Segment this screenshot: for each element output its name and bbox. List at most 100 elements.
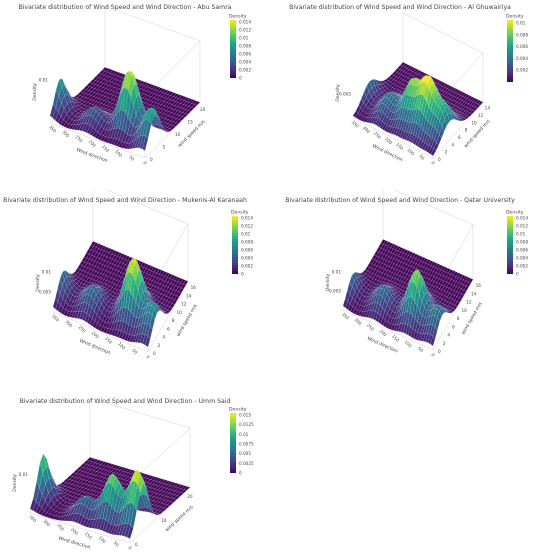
colorbar-tick-label: 0.002	[239, 68, 251, 73]
y-axis-label: wind speed m/s	[463, 118, 492, 149]
colorbar-tick-label: 0.0075	[239, 441, 254, 446]
colorbar-tick-label: 0.012	[239, 28, 251, 33]
colorbar-tick-label: 0.012	[241, 224, 253, 229]
x-tick-label: 250	[56, 523, 65, 532]
y-tick-label: 20	[187, 494, 193, 499]
y-tick-label: 12	[478, 113, 484, 118]
colorbar-tick-label: 0.012	[516, 224, 528, 229]
y-tick-label: 0	[438, 157, 441, 162]
x-tick-label: 250	[373, 131, 382, 140]
x-tick-label: 0	[142, 160, 148, 166]
colorbar-tick-label: 0	[239, 76, 242, 81]
colorbar-gradient	[507, 216, 513, 274]
colorbar-gradient	[507, 20, 513, 82]
colorbar-tick-label: 0.014	[516, 216, 528, 221]
y-tick-label: 0	[438, 349, 441, 354]
x-tick-label: 150	[101, 144, 110, 153]
y-tick-label: 12	[181, 302, 187, 307]
surface-cell	[29, 497, 37, 511]
colorbar-tick-label: 0.015	[239, 412, 251, 417]
colorbar-tick-label: 0.004	[516, 256, 528, 261]
x-tick-label: 300	[362, 125, 371, 134]
surface-chart: Bivariate distribution of Wind Speed and…	[3, 190, 253, 360]
colorbar-tick-label: 0.002	[516, 264, 528, 269]
x-tick-label: 100	[117, 341, 126, 350]
colorbar-tick-label: 0	[241, 272, 244, 277]
y-tick-label: 8	[172, 318, 175, 323]
colorbar-tick-label: 0.006	[239, 52, 251, 57]
chart-panel-qatar-university: Bivariate distribution of Wind Speed and…	[275, 190, 550, 390]
back-top-edge	[402, 12, 484, 54]
x-tick-label: 50	[113, 540, 121, 548]
z-axis-label: Density	[35, 274, 41, 292]
y-axis-label: wind speed m/s	[461, 301, 484, 336]
colorbar-tick-label: 0.008	[241, 240, 253, 245]
y-axis-label: wind speed m/s	[176, 303, 199, 338]
y-tick-label: 8	[457, 316, 460, 321]
x-tick-label: 350	[28, 514, 37, 523]
y-tick-label: 10	[462, 308, 468, 313]
back-top-edge	[106, 190, 189, 225]
y-axis-label: wind speed m/s	[164, 504, 195, 533]
x-tick-label: 100	[403, 339, 412, 348]
colorbar-tick-label: 0.014	[241, 216, 253, 221]
chart-title: Bivariate distribution of Wind Speed and…	[289, 4, 511, 11]
x-tick-label: 350	[351, 119, 360, 128]
x-tick-label: 0	[127, 545, 133, 551]
colorbar-tick-label: 0.008	[516, 32, 528, 37]
colorbar-tick-label: 0.004	[516, 56, 528, 61]
colorbar-title: Density	[506, 210, 524, 216]
density-surface	[342, 239, 474, 346]
colorbar-tick-label: 0.014	[239, 20, 251, 25]
colorbar-tick-label: 0.004	[241, 256, 253, 261]
y-tick-label: 4	[162, 335, 165, 340]
x-tick-label: 100	[406, 147, 415, 156]
y-tick-label: 15	[188, 120, 194, 125]
colorbar-tick-label: 0.002	[516, 68, 528, 73]
y-tick-label: 0	[150, 157, 153, 162]
x-tick-label: 100	[114, 149, 123, 158]
y-tick-label: 0	[153, 351, 156, 356]
y-tick-label: 14	[471, 291, 477, 296]
y-tick-label: 0	[135, 542, 138, 547]
colorbar-tick-label: 0.01	[241, 232, 251, 237]
x-tick-label: 150	[104, 336, 113, 345]
x-tick-label: 200	[70, 527, 79, 536]
chart-panel-al-ghuwairiya: Bivariate distribution of Wind Speed and…	[275, 0, 550, 190]
x-tick-label: 250	[366, 323, 375, 332]
x-tick-label: 0	[430, 352, 436, 358]
x-tick-label: 250	[74, 134, 83, 143]
y-tick-label: 6	[458, 135, 461, 140]
x-tick-label: 0	[145, 354, 151, 360]
colorbar-title: Density	[229, 407, 247, 413]
x-tick-label: 300	[61, 129, 70, 138]
back-top-edge	[89, 397, 191, 429]
y-tick-label: 5	[163, 145, 166, 150]
colorbar-tick-label: 0.01	[516, 232, 526, 237]
z-tick-label: 0.005	[39, 290, 51, 295]
y-tick-label: 4	[451, 142, 454, 147]
colorbar-title: Density	[231, 210, 249, 216]
surface-chart: Bivariate distribution of Wind Speed and…	[18, 4, 251, 166]
surface-cell	[52, 298, 58, 310]
y-tick-label: 2	[445, 150, 448, 155]
x-tick-label: 350	[48, 124, 57, 133]
x-tick-label: 150	[84, 531, 93, 540]
z-tick-label: 0.005	[329, 289, 341, 294]
z-tick-label: 0.01	[39, 78, 49, 83]
z-tick-label: 0.01	[42, 270, 52, 275]
y-tick-label: 8	[465, 128, 468, 133]
colorbar-tick-label: 0.005	[239, 451, 251, 456]
y-tick-label: 4	[447, 333, 450, 338]
chart-panel-mukenis-al-karanaah: Bivariate distribution of Wind Speed and…	[0, 190, 275, 390]
surface-cell	[49, 103, 56, 119]
x-tick-label: 200	[88, 139, 97, 148]
z-tick-label: 0.01	[19, 472, 29, 477]
x-tick-label: 50	[417, 346, 425, 354]
colorbar-gradient	[230, 20, 236, 78]
chart-title: Bivariate distribution of Wind Speed and…	[18, 4, 231, 11]
colorbar-tick-label: 0.01	[516, 20, 526, 25]
